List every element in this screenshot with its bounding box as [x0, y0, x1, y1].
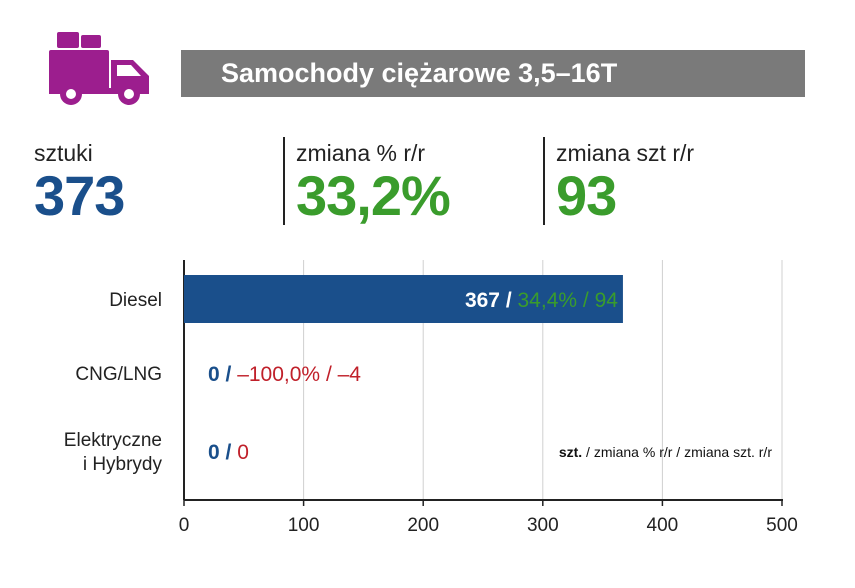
data-label-part: 94 — [595, 289, 619, 312]
stat-units-label: sztuki — [34, 140, 93, 166]
stat-pct-change-value: 33,2% — [296, 164, 451, 227]
stat-pct-change: zmiana % r/r 33,2% — [296, 140, 451, 227]
x-tick-label: 500 — [766, 515, 798, 536]
bar — [184, 275, 623, 323]
x-tick-label: 400 — [647, 515, 679, 536]
category-label: Elektryczne — [64, 430, 162, 451]
stat-units: sztuki 373 — [34, 140, 125, 227]
data-label-part: 0 — [208, 441, 220, 464]
data-label-part: 0 — [208, 363, 220, 386]
truck-icon — [49, 32, 149, 105]
category-label: CNG/LNG — [75, 364, 162, 385]
data-label-part: –4 — [338, 363, 362, 386]
data-label-part: –100,0% — [237, 363, 320, 386]
stat-unit-change-label: zmiana szt r/r — [556, 140, 695, 166]
stat-unit-change-value: 93 — [556, 164, 617, 227]
stat-units-value: 373 — [34, 164, 125, 227]
data-label-part: 367 — [465, 289, 500, 312]
data-label: 367 / 34,4% / 94 — [465, 289, 618, 312]
data-label-part: / — [577, 289, 595, 312]
chart-title: Samochody ciężarowe 3,5–16T — [181, 50, 805, 97]
divider — [283, 137, 285, 225]
data-label-part: / — [220, 363, 238, 386]
x-tick-label: 300 — [527, 515, 559, 536]
data-label-part: / — [500, 289, 518, 312]
x-tick-label: 0 — [179, 515, 190, 536]
data-label: 0 / 0 — [208, 441, 249, 464]
stat-pct-change-label: zmiana % r/r — [296, 140, 426, 166]
data-label-part: / — [320, 363, 338, 386]
data-label-part: 0 — [237, 441, 249, 464]
category-label: Diesel — [109, 290, 162, 311]
data-label: 0 / –100,0% / –4 — [208, 363, 361, 386]
stat-unit-change: zmiana szt r/r 93 — [556, 140, 694, 226]
legend-note-rest: / zmiana % r/r / zmiana szt. r/r — [582, 444, 772, 460]
divider — [543, 137, 545, 225]
data-label-part: / — [220, 441, 238, 464]
category-label: i Hybrydy — [83, 454, 163, 475]
data-label-part: 34,4% — [518, 289, 578, 312]
legend-note-bold: szt. — [559, 444, 582, 460]
x-tick-label: 100 — [288, 515, 320, 536]
x-tick-label: 200 — [407, 515, 439, 536]
legend-note: szt. / zmiana % r/r / zmiana szt. r/r — [559, 444, 772, 460]
